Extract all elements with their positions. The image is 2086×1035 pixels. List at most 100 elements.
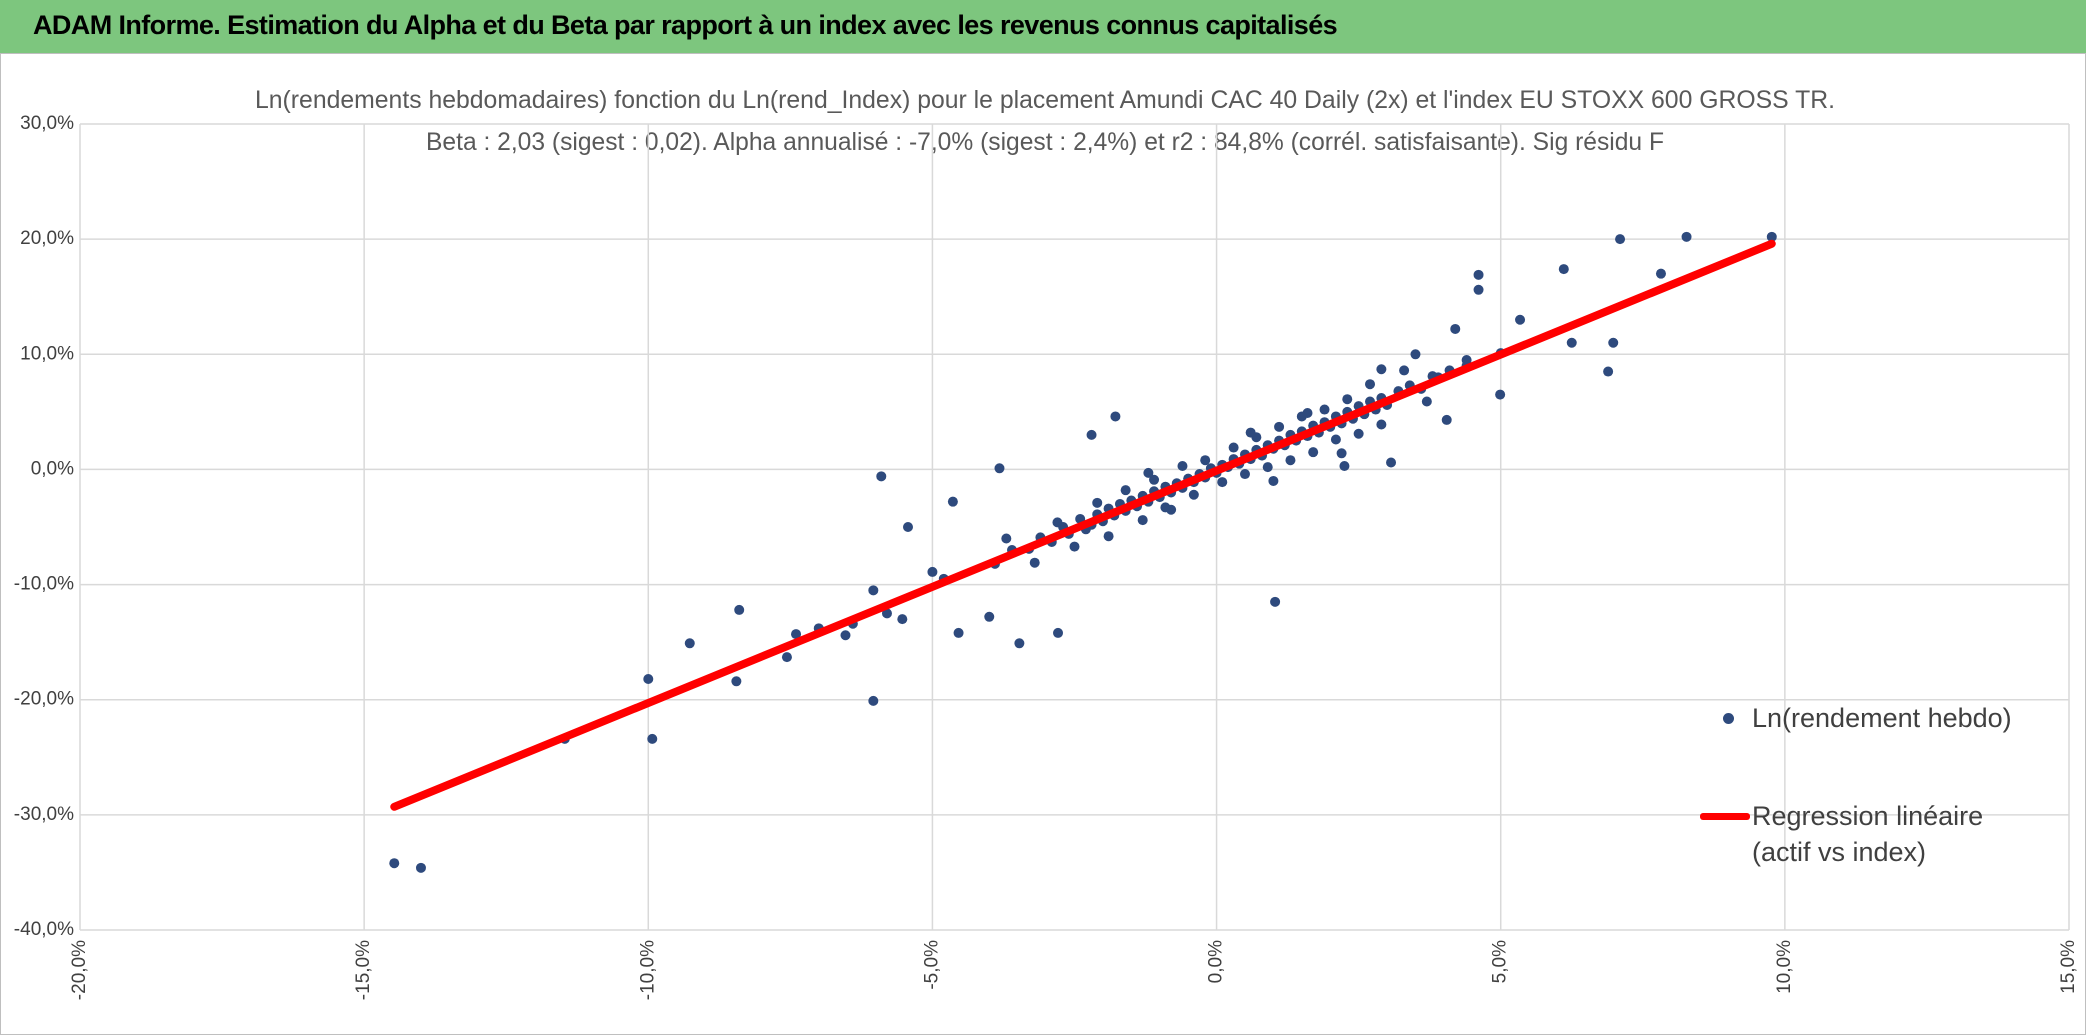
- legend-swatch: [1700, 813, 1750, 820]
- data-point: [1014, 638, 1025, 649]
- data-point: [1069, 541, 1080, 552]
- data-point: [1103, 531, 1114, 542]
- data-point: [1342, 394, 1353, 405]
- x-tick-label: -20,0%: [69, 940, 90, 1000]
- data-point: [1441, 414, 1452, 425]
- data-point: [1681, 231, 1692, 242]
- data-point: [1376, 364, 1387, 375]
- data-point: [953, 627, 964, 638]
- data-point: [1495, 389, 1506, 400]
- x-tick-label: -10,0%: [637, 940, 658, 1000]
- data-point: [1365, 379, 1376, 390]
- data-point: [1053, 627, 1064, 638]
- data-point: [1200, 455, 1211, 466]
- data-point: [1473, 269, 1484, 280]
- data-point: [1228, 442, 1239, 453]
- data-point: [1766, 231, 1777, 242]
- data-point: [1110, 411, 1121, 422]
- data-point: [643, 673, 654, 684]
- regression-line: [390, 239, 1776, 811]
- data-point: [1086, 429, 1097, 440]
- data-point: [731, 676, 742, 687]
- data-point: [927, 566, 938, 577]
- data-point: [1308, 447, 1319, 458]
- data-point: [902, 522, 913, 532]
- data-point: [1319, 404, 1330, 415]
- legend-label: Ln(rendement hebdo): [1752, 703, 2012, 733]
- data-point: [1188, 489, 1199, 500]
- data-point: [984, 611, 995, 622]
- y-tick-label: -30,0%: [14, 804, 74, 825]
- legend-label: Regression linéaire (actif vs index): [1752, 801, 1984, 867]
- y-tick-label: 0,0%: [31, 458, 74, 479]
- x-tick-label: 10,0%: [1774, 940, 1795, 994]
- data-point: [1450, 323, 1461, 334]
- data-point: [1302, 408, 1313, 419]
- data-point: [1274, 421, 1285, 432]
- data-point: [791, 629, 802, 640]
- data-point: [684, 638, 695, 649]
- data-point: [1515, 314, 1526, 325]
- header-title: ADAM Informe. Estimation du Alpha et du …: [33, 10, 1338, 40]
- data-point: [1149, 474, 1160, 485]
- data-point: [1268, 475, 1279, 486]
- data-point: [1566, 337, 1577, 348]
- data-point: [1336, 448, 1347, 459]
- data-point: [1120, 485, 1131, 496]
- data-point: [647, 733, 658, 744]
- data-point: [897, 614, 908, 625]
- y-tick-label: 10,0%: [20, 343, 74, 364]
- data-point: [1262, 462, 1273, 473]
- data-point: [1376, 419, 1387, 430]
- data-point: [881, 608, 892, 619]
- chart-subtitle: Beta : 2,03 (sigest : 0,02). Alpha annua…: [426, 128, 1664, 156]
- data-point: [840, 630, 851, 641]
- data-point: [1239, 469, 1250, 480]
- data-point: [1245, 427, 1256, 438]
- data-point: [876, 471, 887, 482]
- data-point: [1001, 533, 1012, 544]
- data-point: [1421, 396, 1432, 407]
- data-point: [868, 695, 879, 706]
- data-point: [1217, 477, 1228, 488]
- data-point: [1615, 234, 1626, 245]
- data-point: [1330, 434, 1341, 445]
- data-point: [1143, 467, 1154, 478]
- data-point: [1052, 517, 1063, 528]
- x-tick-label: -15,0%: [353, 940, 374, 1000]
- x-tick-label: 5,0%: [1490, 940, 1511, 983]
- header-bar: ADAM Informe. Estimation du Alpha et du …: [0, 0, 2086, 53]
- data-point: [868, 585, 879, 596]
- y-tick-label: 20,0%: [20, 228, 74, 249]
- legend: Ln(rendement hebdo) Regression linéaire (…: [1700, 700, 2020, 932]
- data-point: [1386, 457, 1397, 468]
- data-point: [734, 604, 745, 615]
- data-point: [1166, 504, 1177, 515]
- y-tick-label: 30,0%: [20, 113, 74, 134]
- chart-title: Ln(rendements hebdomadaires) fonction du…: [255, 86, 1835, 114]
- data-point: [1603, 366, 1614, 377]
- data-point: [1353, 428, 1364, 439]
- data-point: [1092, 497, 1103, 508]
- data-point: [415, 862, 426, 873]
- data-point: [1285, 455, 1296, 466]
- y-tick-label: -20,0%: [14, 689, 74, 710]
- data-point: [389, 858, 400, 869]
- data-point: [994, 463, 1005, 474]
- y-tick-label: -10,0%: [14, 574, 74, 595]
- data-point: [1558, 264, 1569, 275]
- data-point: [1655, 268, 1666, 279]
- data-point: [1177, 460, 1188, 471]
- data-point: [1410, 349, 1421, 360]
- data-point: [947, 496, 958, 507]
- x-tick-label: 0,0%: [1206, 940, 1227, 983]
- data-point: [1608, 337, 1619, 348]
- y-tick-label: -40,0%: [14, 919, 74, 940]
- data-point: [1473, 284, 1484, 295]
- legend-swatch: [1723, 713, 1734, 724]
- data-point: [1399, 365, 1410, 376]
- x-tick-label: 15,0%: [2058, 940, 2079, 994]
- data-point: [781, 652, 792, 663]
